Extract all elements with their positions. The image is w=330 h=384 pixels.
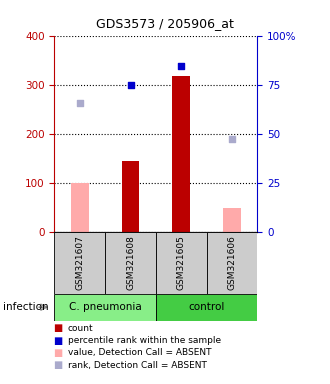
Bar	[54, 294, 156, 321]
Text: GDS3573 / 205906_at: GDS3573 / 205906_at	[96, 17, 234, 30]
Text: infection: infection	[3, 302, 49, 312]
Bar	[156, 232, 207, 294]
Bar	[156, 294, 257, 321]
Text: GSM321607: GSM321607	[75, 236, 84, 290]
Text: count: count	[68, 324, 93, 333]
Bar	[122, 161, 140, 232]
Text: GSM321605: GSM321605	[177, 236, 186, 290]
Text: ■: ■	[53, 348, 62, 358]
Text: percentile rank within the sample: percentile rank within the sample	[68, 336, 221, 345]
Text: ■: ■	[53, 360, 62, 370]
Bar	[105, 232, 156, 294]
Bar	[207, 232, 257, 294]
Text: GSM321606: GSM321606	[227, 236, 237, 290]
Text: control: control	[188, 302, 225, 312]
Bar	[71, 184, 89, 232]
Text: rank, Detection Call = ABSENT: rank, Detection Call = ABSENT	[68, 361, 207, 370]
Text: GSM321608: GSM321608	[126, 236, 135, 290]
Text: value, Detection Call = ABSENT: value, Detection Call = ABSENT	[68, 348, 211, 358]
Bar	[172, 76, 190, 232]
Point	[77, 99, 82, 106]
Point	[179, 63, 184, 69]
Text: C. pneumonia: C. pneumonia	[69, 302, 142, 312]
Point	[229, 136, 235, 142]
Point	[128, 83, 133, 89]
Bar	[223, 208, 241, 232]
Bar	[54, 232, 105, 294]
Text: ■: ■	[53, 323, 62, 333]
Text: ■: ■	[53, 336, 62, 346]
